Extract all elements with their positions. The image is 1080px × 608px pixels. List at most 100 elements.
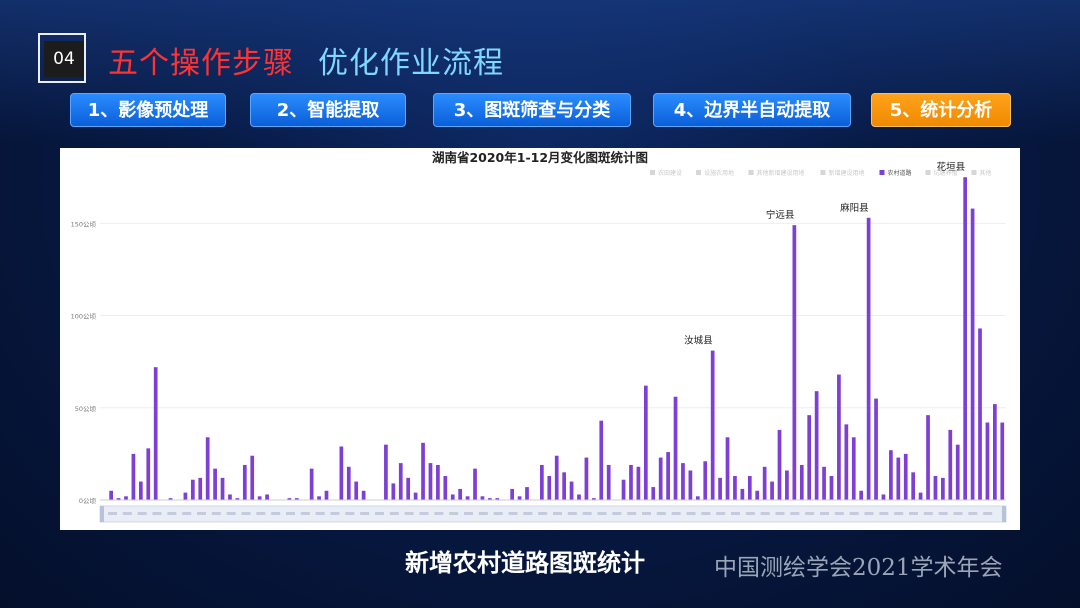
step-button-1[interactable]: 1、影像预处理 [70,93,226,127]
bar [554,455,559,500]
slider-tick-mark [864,512,874,515]
legend-swatch [748,170,754,175]
bar [250,455,255,500]
bar-annotation: 花垣县 [937,161,966,173]
bar [807,415,812,500]
bar [465,496,470,500]
step-button-5[interactable]: 5、统计分析 [871,93,1011,127]
bar [918,492,923,500]
step-label: 4、边界半自动提取 [673,100,831,121]
bar [681,463,685,500]
bar [220,477,225,500]
bar [1000,422,1005,500]
slider-tick-mark [152,512,162,515]
legend-label: 设施农用地 [704,169,734,177]
bar [265,494,269,500]
bar [116,498,121,500]
bar [933,476,938,500]
bar [666,452,670,500]
bar [599,420,604,500]
slider-tick-mark [137,512,147,515]
slider-tick-mark [983,512,993,515]
legend-label: 农村道路 [888,169,912,177]
legend-swatch [820,170,826,175]
bar [287,498,292,500]
bar [822,466,826,500]
bar [190,479,195,500]
slider-tick-mark [197,512,206,515]
bar [755,490,760,500]
slider-tick-mark [805,512,815,515]
slider-tick-mark [834,512,844,515]
step-button-4[interactable]: 4、边界半自动提取 [653,93,851,127]
bar [354,481,359,500]
slide-title-sub: 优化作业流程 [318,46,504,81]
chart-title: 湖南省2020年1-12月变化图斑统计图 [432,150,648,165]
bar-annotation: 汝城县 [684,335,713,347]
slider-tick-mark [760,512,770,515]
bar [131,453,136,500]
bar [621,479,626,500]
zoom-slider-handle-left [100,506,104,522]
slider-tick-mark [211,512,221,515]
bar [963,177,968,500]
chart-caption: 新增农村道路图斑统计 [405,549,645,577]
slider-tick-mark [849,512,859,515]
slider-tick-mark [226,512,236,515]
slider-tick-mark [286,512,295,515]
y-tick-label: 50公顷 [75,405,97,413]
legend-swatch [879,170,885,175]
bar [747,476,752,500]
y-tick-label: 150公顷 [71,220,97,228]
bar [413,492,418,500]
slider-tick-mark [478,512,488,515]
bar [643,385,648,500]
slider-tick-mark [790,512,800,515]
section-number: 04 [44,41,84,77]
slider-tick-mark [731,512,740,515]
bar [777,429,782,500]
slider-tick-mark [449,512,459,515]
bar [703,461,708,500]
y-tick-label: 0公顷 [79,497,97,505]
bar [829,476,834,500]
bar [213,468,217,500]
slider-tick-mark [300,512,310,515]
bar [948,429,953,500]
bar [242,464,247,500]
legend-swatch [971,170,977,175]
bar [569,481,574,500]
bar [517,496,522,500]
step-button-3[interactable]: 3、图斑筛查与分类 [433,93,631,127]
bar [591,498,596,500]
slider-tick-mark [389,512,399,515]
slider-tick-mark [894,512,904,515]
legend-label: 其他新增建设用地 [757,169,805,177]
slider-tick-mark [360,512,370,515]
bar [309,468,314,500]
slider-tick-mark [567,512,577,515]
bar [770,481,774,500]
bar [978,328,982,500]
bar [725,437,730,500]
slider-tick-mark [523,512,533,515]
bar [740,488,745,500]
bar [584,457,589,500]
bar [651,487,656,500]
bar [257,496,262,500]
slider-tick-mark [642,512,651,515]
slider-tick-mark [701,512,711,515]
slider-tick-mark [775,512,785,515]
slider-tick-mark [923,512,933,515]
bar [324,490,329,500]
slider-tick-mark [404,512,414,515]
step-button-2[interactable]: 2、智能提取 [250,93,406,127]
bar [228,494,232,500]
slider-tick-mark [434,512,444,515]
bar [792,225,797,500]
bar [629,464,633,500]
slider-tick-mark [686,512,696,515]
bar [814,391,819,500]
bar [926,415,930,500]
